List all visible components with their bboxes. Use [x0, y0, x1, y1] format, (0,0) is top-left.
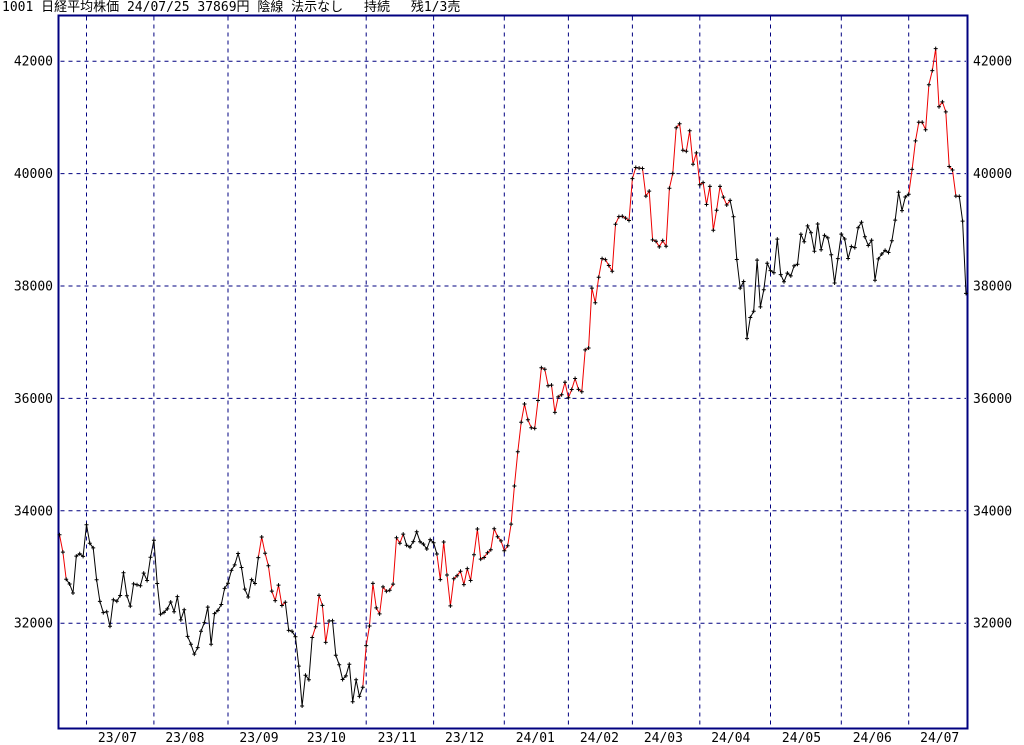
price-line-red [59, 48, 960, 688]
x-axis-label: 23/08 [165, 731, 204, 745]
y-axis-label-left: 36000 [14, 392, 53, 407]
x-axis-label: 24/01 [516, 731, 555, 745]
y-axis-label-right: 42000 [973, 55, 1012, 70]
price-line-black [65, 192, 967, 707]
y-axis-label-right: 34000 [973, 504, 1012, 519]
x-axis-label: 23/10 [307, 731, 346, 745]
y-axis-label-left: 38000 [14, 280, 53, 295]
x-axis-label: 23/07 [98, 731, 137, 745]
x-axis-label: 24/05 [782, 731, 821, 745]
x-axis-label: 23/12 [445, 731, 484, 745]
chart-title: 1001 日経平均株価 24/07/25 37869円 陰線 法示なし 持続 残… [2, 0, 461, 15]
x-axis-label: 24/03 [644, 731, 683, 745]
data-point-markers [57, 46, 968, 708]
y-axis-label-left: 32000 [14, 617, 53, 632]
x-axis-label: 23/09 [239, 731, 278, 745]
x-axis-label: 24/04 [711, 731, 750, 745]
y-axis-label-right: 38000 [973, 280, 1012, 295]
x-axis-label: 23/11 [378, 731, 417, 745]
x-axis-label: 24/07 [920, 731, 959, 745]
y-axis-label-right: 32000 [973, 617, 1012, 632]
plot-border [57, 14, 969, 730]
y-axis-label-right: 36000 [973, 392, 1012, 407]
y-axis-label-left: 34000 [14, 504, 53, 519]
y-axis-label-right: 40000 [973, 167, 1012, 182]
y-axis-label-left: 42000 [14, 55, 53, 70]
y-axis-label-left: 40000 [14, 167, 53, 182]
x-axis-label: 24/06 [853, 731, 892, 745]
x-axis-label: 24/02 [580, 731, 619, 745]
